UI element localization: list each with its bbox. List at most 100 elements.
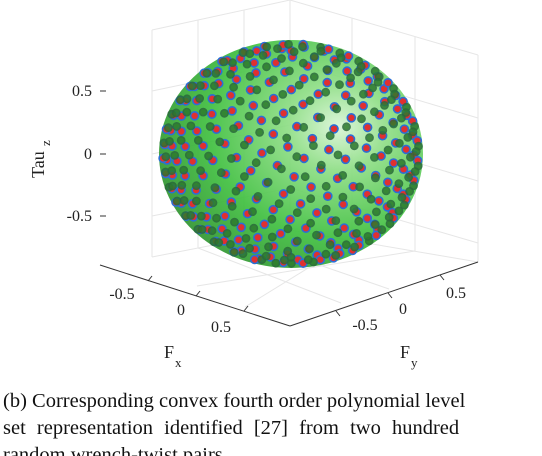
sample-point — [274, 199, 284, 208]
sample-point — [331, 216, 341, 225]
svg-text:F: F — [164, 342, 174, 362]
sample-point — [298, 58, 308, 68]
sample-point — [252, 232, 263, 243]
sample-point — [276, 164, 286, 174]
sample-point — [168, 181, 177, 191]
svg-text:y: y — [411, 355, 418, 370]
sample-point — [167, 166, 177, 176]
sample-point — [202, 68, 212, 78]
sample-point — [269, 75, 278, 85]
sample-point — [275, 228, 286, 239]
sample-point — [292, 208, 302, 217]
sample-point — [342, 66, 352, 76]
sample-point — [256, 115, 267, 126]
sample-point — [345, 134, 356, 144]
sample-point — [292, 152, 302, 162]
sample-point — [383, 78, 393, 88]
sample-point — [248, 207, 257, 217]
sample-point — [349, 141, 359, 151]
sample-point — [389, 119, 398, 129]
sample-point — [396, 158, 406, 168]
sample-point — [373, 77, 383, 87]
sample-point — [251, 158, 261, 168]
sample-point — [253, 191, 263, 201]
sample-point — [277, 54, 286, 63]
sample-point — [403, 132, 413, 142]
sample-point — [231, 74, 242, 85]
sample-point — [259, 219, 270, 230]
sample-point — [195, 81, 205, 90]
sample-point — [363, 231, 373, 241]
sample-point — [303, 255, 313, 265]
svg-text:Tau: Tau — [28, 151, 48, 178]
y-tick-label: 0.5 — [446, 285, 466, 302]
sample-point — [321, 204, 331, 214]
sample-point — [227, 106, 237, 116]
caption-line-3: random wrench-twist pairs. — [3, 444, 228, 456]
sample-point — [346, 96, 356, 106]
sample-point — [289, 172, 299, 182]
sample-point — [384, 212, 394, 222]
sample-point — [263, 177, 273, 187]
sample-point — [278, 108, 289, 119]
figure-3d-plot: 0.5 0 -0.5 Tau z -0.5 0 0.5 F x -0.5 0 0… — [28, 0, 479, 370]
sample-point — [211, 69, 221, 78]
sample-point — [284, 66, 294, 76]
sample-point — [386, 95, 396, 104]
sample-point — [245, 72, 255, 81]
sample-point — [214, 238, 224, 247]
sample-point — [388, 158, 399, 168]
sample-point — [205, 122, 215, 131]
z-tick-label: 0 — [84, 146, 92, 163]
sample-point — [222, 228, 232, 238]
caption-line-2: set representation identified [27] from … — [3, 417, 460, 439]
sample-point — [245, 165, 256, 176]
sample-point — [306, 218, 315, 228]
sample-point — [286, 185, 296, 194]
x-tick-label: -0.5 — [109, 286, 134, 303]
sample-point — [176, 135, 186, 145]
sample-point — [354, 216, 364, 226]
sample-point — [385, 165, 394, 175]
sample-point — [239, 140, 249, 150]
sample-point — [171, 108, 181, 118]
sample-point — [268, 93, 279, 104]
sample-point — [163, 123, 173, 133]
sample-point — [377, 225, 387, 235]
sample-point — [331, 58, 341, 68]
caption-line-1: (b) Corresponding convex fourth order po… — [3, 390, 466, 412]
sample-point — [300, 172, 310, 182]
y-axis-title: F y — [400, 342, 418, 370]
sample-point — [292, 236, 302, 246]
sample-point — [255, 127, 264, 137]
sample-point — [338, 199, 349, 210]
sample-point — [229, 247, 239, 257]
front-axes — [99, 30, 479, 327]
sample-point — [358, 89, 368, 99]
sample-point — [184, 150, 194, 160]
sample-point — [338, 170, 348, 180]
sample-point — [236, 222, 246, 233]
sample-point — [198, 107, 208, 117]
sample-point — [207, 109, 217, 119]
sample-point — [336, 53, 346, 63]
sample-point — [219, 108, 229, 118]
sample-point — [338, 192, 348, 202]
sample-point — [172, 196, 182, 206]
sample-point — [352, 228, 361, 238]
sample-point — [371, 230, 382, 241]
y-tick-label: 0 — [399, 301, 407, 318]
sample-point — [346, 113, 357, 123]
sample-point — [264, 242, 273, 252]
sample-points — [158, 39, 423, 269]
sample-point — [405, 186, 414, 196]
sample-point — [215, 137, 225, 147]
sample-point — [392, 104, 403, 114]
sample-point — [350, 242, 359, 252]
z-tick-label: -0.5 — [67, 208, 92, 225]
sample-point — [186, 121, 196, 131]
sample-point — [239, 172, 249, 181]
figure-caption: (b) Corresponding convex fourth order po… — [3, 388, 542, 456]
back-top-right — [289, 0, 479, 56]
sample-point — [212, 213, 221, 223]
